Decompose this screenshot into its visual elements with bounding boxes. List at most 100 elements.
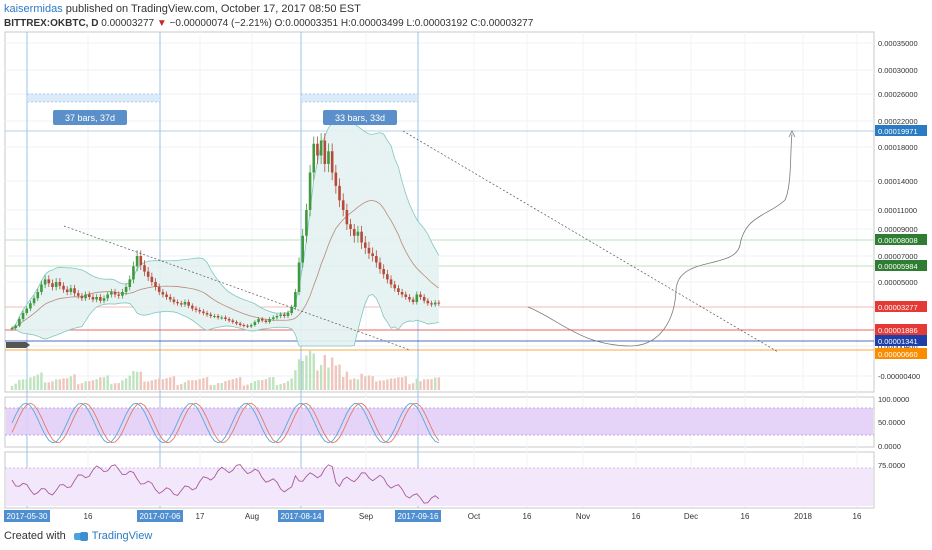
volume-bar <box>198 379 201 390</box>
candle-body <box>415 294 419 302</box>
volume-bar <box>117 383 120 390</box>
volume-bar <box>47 382 50 390</box>
candle-body <box>154 282 157 287</box>
candle-body <box>84 294 87 299</box>
volume-bar <box>279 384 282 390</box>
candle-body <box>62 285 65 290</box>
volume-bar <box>301 361 304 390</box>
volume-bar <box>319 365 323 390</box>
volume-bar <box>194 380 198 390</box>
x-tick-label: 16 <box>523 512 532 521</box>
candle-body <box>363 242 367 248</box>
volume-bar <box>102 377 106 390</box>
volume-bar <box>25 379 28 390</box>
date-range-box <box>26 93 161 103</box>
y-tick-label: 0.00014000 <box>878 177 918 186</box>
y-tick-label: 0.00035000 <box>878 39 918 48</box>
tradingview-brand[interactable]: TradingView <box>91 530 153 542</box>
volume-bar <box>264 379 268 390</box>
volume-bar <box>430 379 433 390</box>
open-label: O: <box>274 18 286 29</box>
candle-body <box>227 319 231 321</box>
volume-bar <box>73 374 76 390</box>
candle-body <box>80 295 84 299</box>
price-label-value: 0.00001886 <box>878 326 918 335</box>
price-label-box <box>875 301 927 312</box>
x-tick-highlight <box>137 510 183 522</box>
candle-body <box>271 317 275 319</box>
candle-body <box>113 292 117 295</box>
stoch-tick-label: 50.0000 <box>878 418 905 427</box>
bollinger-upper-line <box>11 119 440 329</box>
date-range-box <box>300 93 419 103</box>
candle-body <box>301 235 305 263</box>
bollinger-lower-line <box>11 294 439 347</box>
volume-bar <box>191 380 194 390</box>
volume-bar <box>99 377 102 390</box>
candle-body <box>91 297 95 300</box>
candle-body <box>10 328 14 330</box>
volume-bar <box>330 357 334 390</box>
y-tick-label: 0.00000400 <box>878 342 918 351</box>
candle-body <box>43 279 47 285</box>
x-tick-label: Aug <box>245 512 259 521</box>
volume-bar <box>268 377 271 390</box>
high-label: H: <box>340 18 351 29</box>
projection-path <box>527 133 793 347</box>
candle-body <box>411 299 415 302</box>
volume-bar <box>51 381 54 390</box>
candle-body <box>194 308 198 310</box>
candle-body <box>143 265 146 272</box>
volume-bar <box>342 377 345 390</box>
price-label-box <box>875 125 927 136</box>
volume-bar <box>143 381 146 390</box>
candle-body <box>404 294 408 297</box>
candle-body <box>249 325 253 327</box>
volume-bar <box>146 381 150 390</box>
candle-body <box>25 308 29 313</box>
volume-bar <box>408 384 411 390</box>
volume-bar <box>345 371 349 390</box>
candle-body <box>286 313 290 316</box>
candle-body <box>319 140 323 156</box>
volume-bar <box>66 378 69 390</box>
volume-bar <box>356 379 360 390</box>
x-tick-label: 2017-09-16 <box>398 512 439 521</box>
candle-body <box>213 316 216 317</box>
date-range-label: 33 bars, 33d <box>335 113 385 123</box>
price-label-value: 0.00019971 <box>878 127 918 136</box>
volume-bar <box>54 379 58 390</box>
volume-bar <box>275 385 279 390</box>
candle-body <box>338 185 341 201</box>
candle-body <box>235 322 238 324</box>
volume-bar <box>183 382 187 390</box>
candle-body <box>297 262 301 292</box>
volume-bar <box>334 365 338 390</box>
close-label: C: <box>470 18 481 29</box>
volume-bar <box>209 385 212 390</box>
author-link[interactable]: kaisermidas <box>4 3 63 15</box>
candle-body <box>161 292 165 295</box>
candle-body <box>132 266 135 280</box>
volume-bar <box>411 383 415 390</box>
candle-body <box>51 283 54 287</box>
price-label-value: 0.00008008 <box>878 236 918 245</box>
volume-bar <box>154 379 157 390</box>
price-label-box <box>875 335 927 346</box>
low-value: 0.00003192 <box>414 18 468 29</box>
candle-body <box>139 256 143 266</box>
candle-body <box>32 298 36 304</box>
y-tick-label: -0.00000400 <box>878 372 920 381</box>
x-tick-label: 17 <box>196 512 205 521</box>
candle-body <box>172 299 176 302</box>
date-range-label: 37 bars, 37d <box>65 113 115 123</box>
candle-body <box>352 229 356 236</box>
candle-body <box>58 282 62 286</box>
volume-bar <box>246 384 249 390</box>
candle-body <box>397 288 400 292</box>
candle-body <box>341 200 345 210</box>
trend-line-2 <box>402 130 779 353</box>
volume-bar <box>18 379 21 390</box>
candle-body <box>168 297 172 300</box>
